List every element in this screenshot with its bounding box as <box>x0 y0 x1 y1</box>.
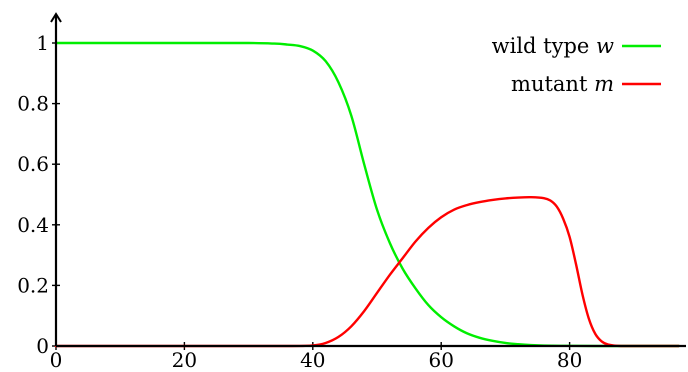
y-tick-label: 0.6 <box>17 152 49 176</box>
legend: wild type w mutant m <box>492 34 661 96</box>
x-tick-label: 0 <box>50 348 63 372</box>
x-tick-label: 40 <box>300 348 325 372</box>
mutant-series-line <box>54 196 680 348</box>
legend-entry: wild type w <box>492 34 661 58</box>
x-tick-label: 80 <box>557 348 582 372</box>
legend-label: wild type w <box>492 34 614 58</box>
y-tick-labels: 0 0.2 0.4 0.6 0.8 1 <box>17 31 49 358</box>
y-tick-label: 0.2 <box>17 273 49 297</box>
x-tick-label: 20 <box>172 348 197 372</box>
y-tick-label: 0.4 <box>17 213 49 237</box>
y-tick-label: 0 <box>36 334 49 358</box>
tick-marks <box>52 42 571 350</box>
legend-entry: mutant m <box>511 72 661 96</box>
axes <box>50 12 686 348</box>
x-tick-labels: 0 20 40 60 80 <box>50 348 583 372</box>
legend-label: mutant m <box>511 72 614 96</box>
y-tick-label: 1 <box>36 31 49 55</box>
x-tick-label: 60 <box>428 348 453 372</box>
y-tick-label: 0.8 <box>17 92 49 116</box>
y-axis-arrowhead <box>50 12 62 23</box>
